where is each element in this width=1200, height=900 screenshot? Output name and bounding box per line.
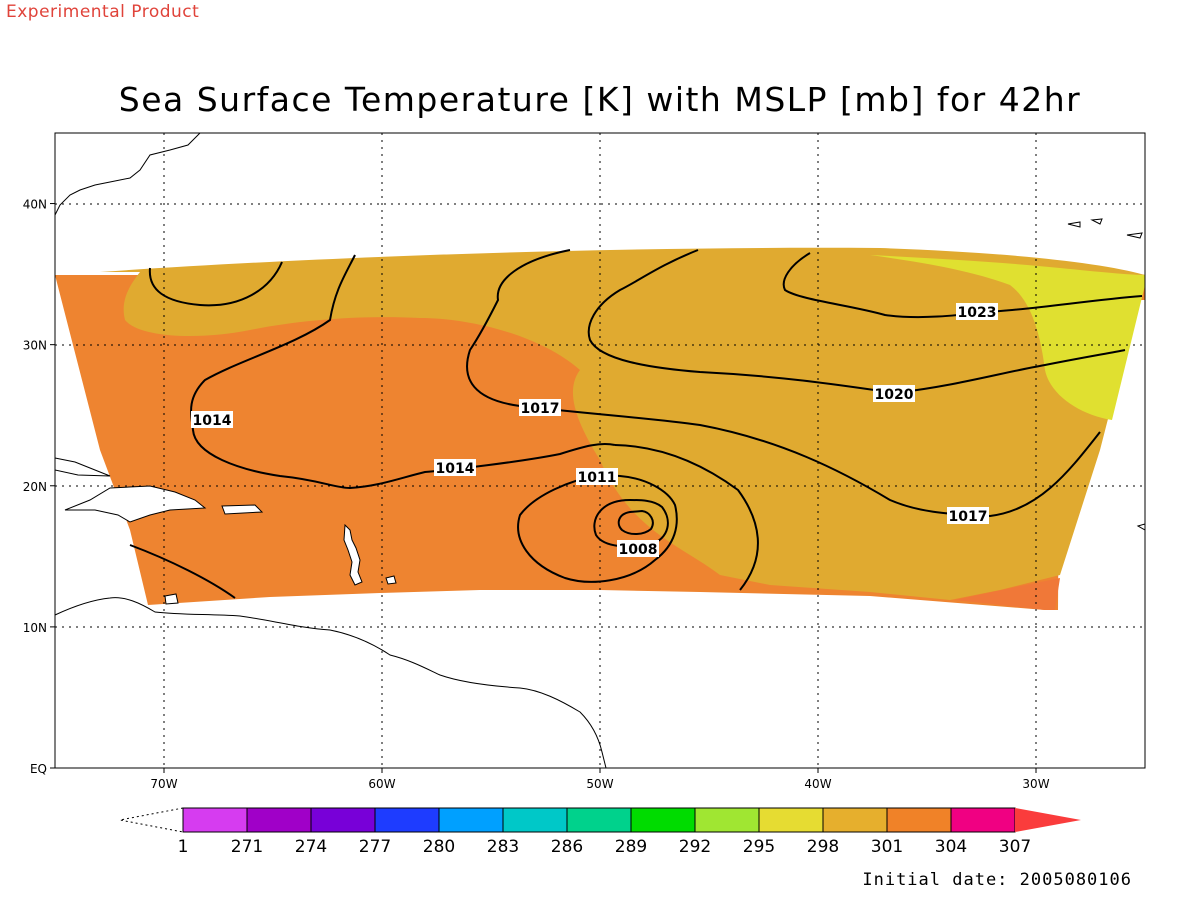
isobar-1011	[517, 473, 678, 583]
lon-label-50w: 50W	[586, 777, 613, 791]
azores-islet-2	[1090, 218, 1103, 225]
sst-band-304-southeast	[955, 578, 1060, 610]
lat-label-20n: 20N	[23, 480, 47, 494]
colorbar-swatch-3	[374, 807, 440, 833]
lon-label-70w: 70W	[150, 777, 177, 791]
svg-text:1011: 1011	[578, 470, 617, 486]
lesser-antilles-land	[343, 523, 363, 586]
colorbar-swatch-4	[438, 807, 504, 833]
svg-text:1020: 1020	[875, 387, 914, 403]
isobar-label-1014-west: 1014	[191, 411, 233, 429]
svg-text:1017: 1017	[949, 509, 988, 525]
puerto-rico-land	[221, 504, 264, 515]
colorbar-swatch-0	[182, 807, 248, 833]
isobar-label-1017-east: 1017	[947, 507, 989, 525]
lat-label-30n: 30N	[23, 339, 47, 353]
colorbar-label-1: 1	[178, 837, 189, 857]
isobar-1014-south	[129, 544, 236, 599]
lat-label-40n: 40N	[23, 198, 47, 212]
isobar-label-1020: 1020	[873, 385, 915, 403]
isobar-label-1017-mid: 1017	[519, 399, 561, 417]
colorbar-label-277: 277	[359, 837, 391, 857]
svg-text:1008: 1008	[619, 542, 658, 558]
initial-date: Initial date: 2005080106	[862, 870, 1132, 890]
barbados-land	[385, 575, 397, 585]
sst-band-298	[870, 255, 1145, 420]
colorbar-under-arrow	[119, 807, 184, 833]
north-america-land	[54, 132, 202, 216]
svg-text:1014: 1014	[193, 413, 232, 429]
axis-labels: 70W 60W 50W 40W 30W EQ 10N 20N 30N 40N	[23, 198, 1050, 791]
colorbar-swatch-11	[886, 807, 952, 833]
trinidad-land	[164, 593, 179, 605]
hispaniola-land	[64, 485, 207, 523]
colorbar-label-286: 286	[551, 837, 583, 857]
color-bar: 1 271 274 277 280 283 286 289 292 295 298 301 304 307	[119, 807, 1081, 857]
colorbar-swatch-2	[310, 807, 376, 833]
colorbar-label-295: 295	[743, 837, 775, 857]
svg-text:1023: 1023	[958, 305, 997, 321]
colorbar-label-271: 271	[231, 837, 263, 857]
south-america-land	[54, 597, 607, 769]
isobar-label-1008: 1008	[617, 540, 659, 558]
isobar-1014-north	[148, 261, 283, 307]
colorbar-label-301: 301	[871, 837, 903, 857]
azores-islet-3	[1126, 232, 1143, 239]
lon-label-40w: 40W	[804, 777, 831, 791]
colorbar-label-274: 274	[295, 837, 327, 857]
axis-ticks	[50, 203, 1037, 773]
colorbar-swatch-1	[246, 807, 312, 833]
isobar-1023	[782, 252, 1143, 319]
map-title: Sea Surface Temperature [K] with MSLP [m…	[118, 80, 1082, 119]
isobar-label-1023: 1023	[956, 303, 998, 321]
colorbar-swatch-12	[950, 807, 1016, 833]
colorbar-swatch-8	[694, 807, 760, 833]
colorbar-swatch-7	[630, 807, 696, 833]
isobar-1011-tail	[614, 444, 759, 591]
isobar-1020	[587, 249, 1126, 395]
svg-text:1014: 1014	[436, 461, 475, 477]
sst-band-301	[100, 247, 1145, 600]
lat-lon-grid	[55, 133, 1145, 768]
colorbar-swatch-9	[758, 807, 824, 833]
colorbar-label-304: 304	[935, 837, 967, 857]
isobar-label-1011: 1011	[576, 468, 618, 486]
mslp-isobars	[129, 249, 1143, 599]
colorbar-label-307: 307	[999, 837, 1031, 857]
azores-islet-1	[1067, 221, 1081, 228]
svg-text:1017: 1017	[521, 401, 560, 417]
colorbar-swatch-10	[822, 807, 888, 833]
colorbar-label-289: 289	[615, 837, 647, 857]
colorbar-label-298: 298	[807, 837, 839, 857]
isobar-labels: 1014 1014 1017 1011 1008 1020 1023 1017	[191, 303, 998, 558]
colorbar-swatch-6	[566, 807, 632, 833]
lat-label-eq: EQ	[30, 762, 47, 776]
lat-label-10n: 10N	[23, 621, 47, 635]
colorbar-label-283: 283	[487, 837, 519, 857]
colorbar-label-292: 292	[679, 837, 711, 857]
colorbar-swatch-5	[502, 807, 568, 833]
cape-verde-islet	[1136, 523, 1146, 531]
lon-label-30w: 30W	[1022, 777, 1049, 791]
colorbar-over-arrow	[1015, 808, 1081, 832]
colorbar-label-280: 280	[423, 837, 455, 857]
lon-label-60w: 60W	[368, 777, 395, 791]
isobar-1014-main	[190, 254, 616, 490]
cuba-land	[54, 457, 111, 477]
experimental-product-tag: Experimental Product	[6, 2, 200, 22]
isobar-1005	[617, 509, 654, 535]
isobar-label-1014-mid: 1014	[434, 459, 476, 477]
land-masses	[54, 132, 1146, 769]
